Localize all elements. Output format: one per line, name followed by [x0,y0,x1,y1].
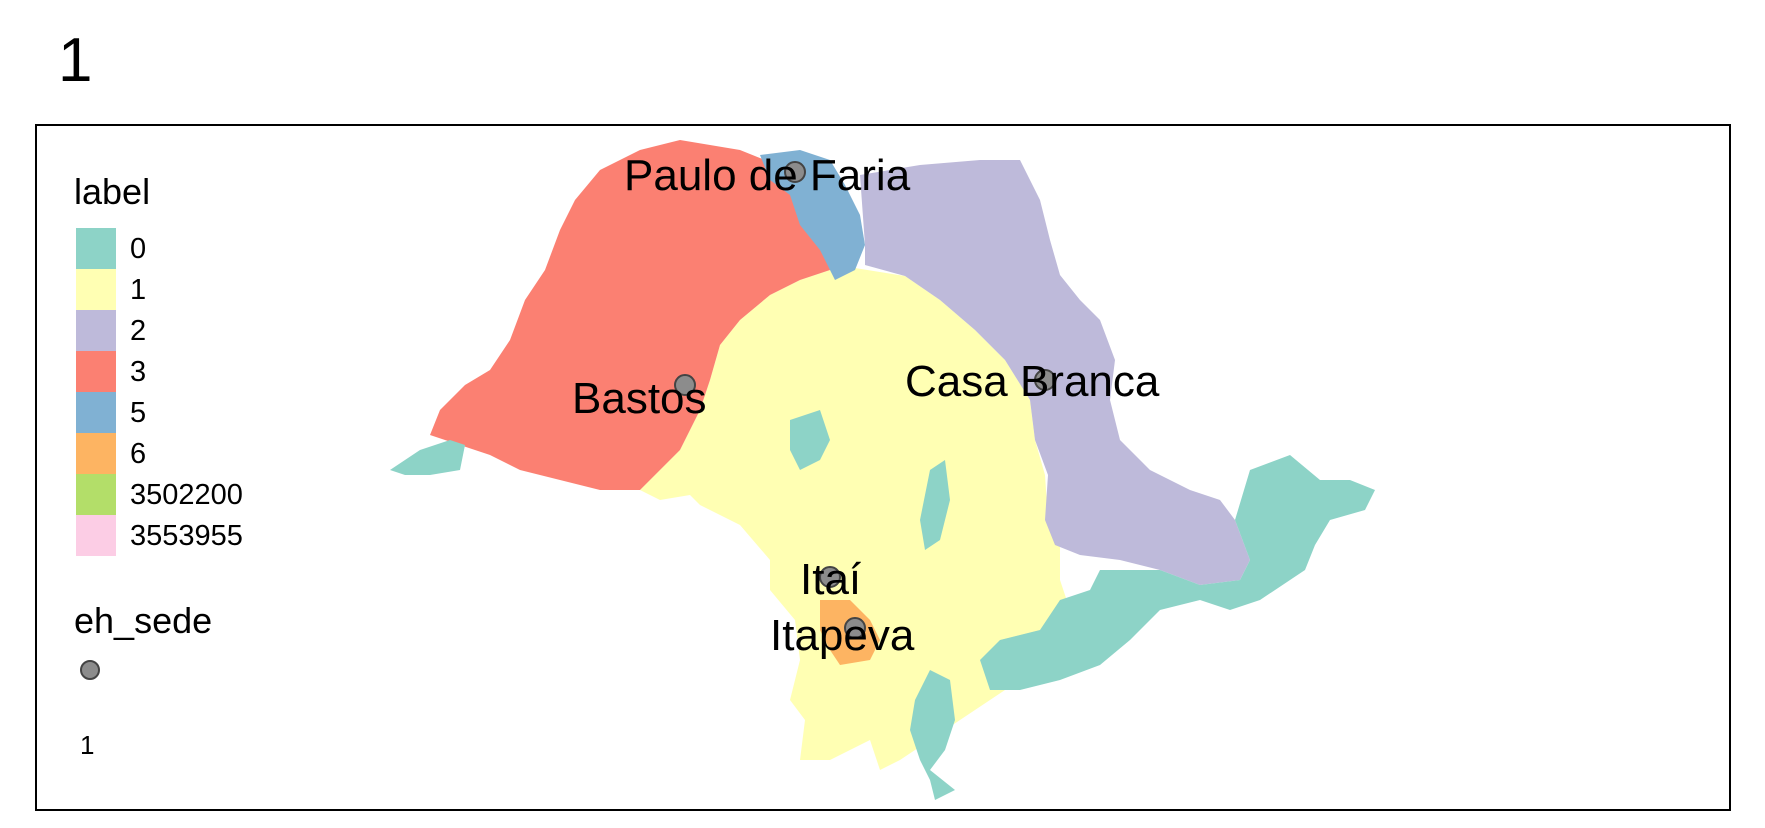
sede-marker [819,566,841,588]
region-label-0-east [980,455,1375,690]
legend-item: 1 [74,269,150,310]
legend-sede-value: 1 [80,730,95,760]
legend-sede-marker [80,660,100,680]
legend-item: 0 [74,228,150,269]
city-label-itai: Itaí [800,555,862,604]
legend-swatch [76,310,116,351]
legend-swatch [76,228,116,269]
legend-item-label: 2 [130,315,147,347]
city-label-itapeva: Itapeva [770,611,915,660]
legend-title: label [74,171,151,212]
legend-item: 2 [74,310,150,351]
legend-swatch [76,269,116,310]
legend-swatch [76,515,116,556]
legend-items: 0 1 2 3 5 6 3502200 3553955 [74,228,243,556]
legend-item-label: 3 [130,356,147,388]
city-label-paulo-de-faria: Paulo de Faria [624,151,911,200]
legend-item: 3553955 [74,515,243,556]
legend-item-label: 6 [130,438,147,470]
region-label-0-west [390,440,465,475]
legend-label: label 0 1 2 3 5 6 3502200 [74,171,243,556]
legend-item: 3 [74,351,150,392]
legend-item-label: 5 [130,397,147,429]
region-label-2-spot [915,225,950,280]
sede-marker [674,374,696,396]
plot-title: 1 [58,26,93,95]
city-label-casa-branca: Casa Branca [905,357,1160,406]
legend-item-label: 1 [130,274,147,306]
legend-item: 3502200 [74,474,243,515]
legend-swatch [76,351,116,392]
city-label-bastos: Bastos [572,374,707,423]
legend-item-label: 3553955 [130,520,243,552]
sede-marker [844,617,866,639]
legend-swatch [76,392,116,433]
legend-swatch [76,474,116,515]
sede-marker [1034,369,1056,391]
legend-item-label: 3502200 [130,479,243,511]
map-panel [35,124,1731,811]
region-label-0-blob-2 [920,460,950,550]
sede-marker [784,161,806,183]
legend-item: 5 [74,392,150,433]
region-label-0-blob [790,410,830,470]
region-label-5 [760,150,865,280]
region-label-1 [640,268,1070,770]
region-label-2 [860,160,1250,585]
legend-item: 6 [74,433,150,474]
legend-item-label: 0 [130,233,147,265]
legend-swatch [76,433,116,474]
region-label-0-south [910,670,955,800]
legend-eh-sede-title: eh_sede [74,600,213,641]
region-label-3 [430,140,830,490]
